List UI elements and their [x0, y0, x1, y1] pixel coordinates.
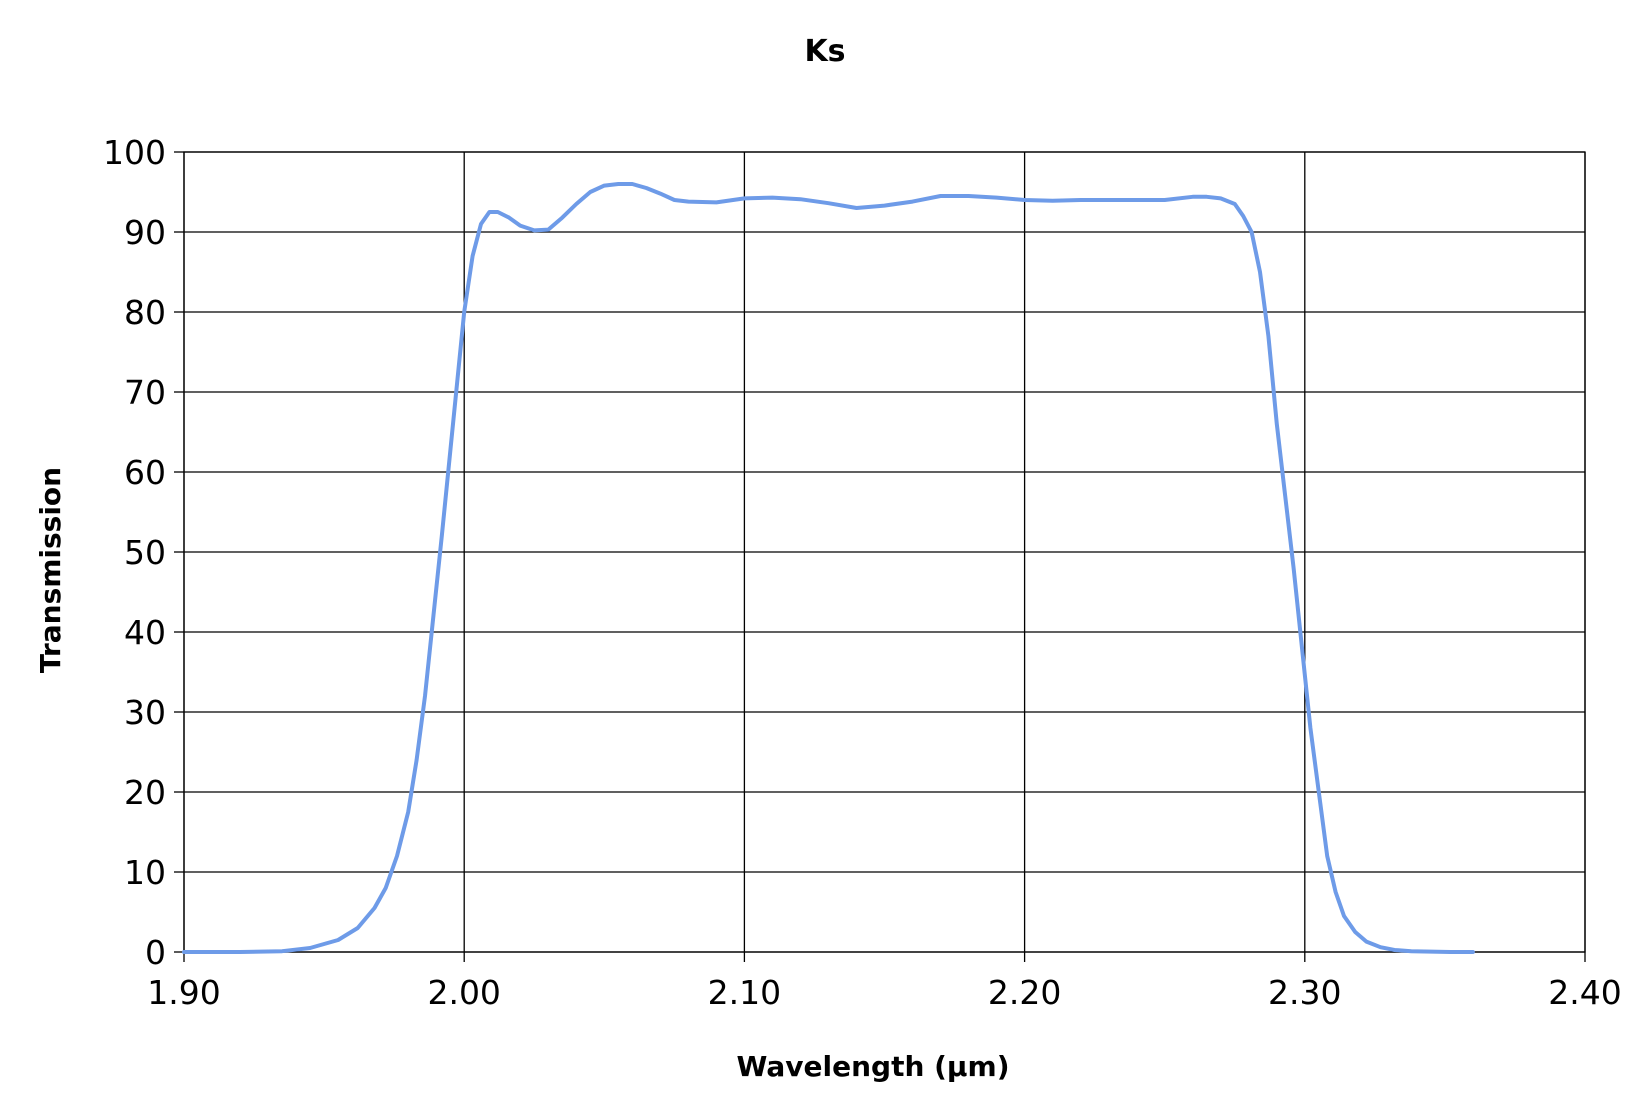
- series-layer: [182, 182, 1475, 954]
- x-tick-label: 2.00: [427, 973, 500, 1012]
- tick-layer: 0 10 20 30 40 50 60 70 80 90 100 1.90 2.00 2.10 2.20 2.…: [103, 133, 1622, 1012]
- x-tick-label: 2.40: [1548, 973, 1621, 1012]
- x-tick-label: 2.20: [988, 973, 1061, 1012]
- grid-layer: [183, 151, 1586, 953]
- y-tick-label: 70: [124, 373, 166, 412]
- y-tick-label: 30: [124, 693, 166, 732]
- y-tick-label: 20: [124, 773, 166, 812]
- y-axis-label: Transmission: [34, 467, 67, 673]
- x-tick-label: 2.10: [708, 973, 781, 1012]
- y-tick-label: 50: [124, 533, 166, 572]
- x-tick-label: 1.90: [147, 973, 220, 1012]
- y-tick-label: 0: [145, 933, 166, 972]
- y-tick-label: 80: [124, 293, 166, 332]
- x-axis-label: Wavelength (µm): [736, 1050, 1009, 1083]
- x-tick-label: 2.30: [1268, 973, 1341, 1012]
- y-tick-label: 100: [103, 133, 166, 172]
- y-tick-label: 60: [124, 453, 166, 492]
- y-tick-label: 90: [124, 213, 166, 252]
- y-tick-label: 40: [124, 613, 166, 652]
- chart-title: Ks: [804, 34, 845, 69]
- y-tick-label: 10: [124, 853, 166, 892]
- transmission-series-line: [182, 182, 1475, 954]
